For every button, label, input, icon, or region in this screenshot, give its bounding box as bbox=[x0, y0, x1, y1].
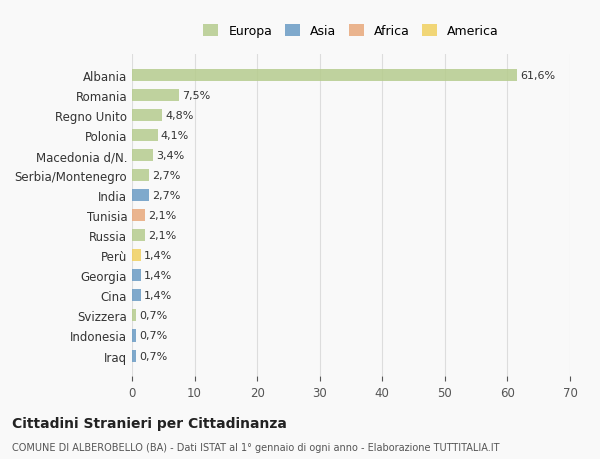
Bar bbox=[132, 170, 149, 182]
Text: 3,4%: 3,4% bbox=[157, 151, 185, 161]
Bar bbox=[132, 210, 145, 222]
Text: 1,4%: 1,4% bbox=[144, 291, 172, 301]
Text: 7,5%: 7,5% bbox=[182, 91, 211, 101]
Bar bbox=[132, 290, 141, 302]
Text: 1,4%: 1,4% bbox=[144, 251, 172, 261]
Text: Cittadini Stranieri per Cittadinanza: Cittadini Stranieri per Cittadinanza bbox=[12, 416, 287, 430]
Bar bbox=[132, 90, 179, 102]
Legend: Europa, Asia, Africa, America: Europa, Asia, Africa, America bbox=[199, 20, 503, 43]
Text: 61,6%: 61,6% bbox=[521, 71, 556, 81]
Bar bbox=[132, 110, 162, 122]
Text: 2,1%: 2,1% bbox=[148, 211, 176, 221]
Bar bbox=[132, 250, 141, 262]
Bar bbox=[132, 130, 158, 142]
Bar bbox=[132, 70, 517, 82]
Text: 2,1%: 2,1% bbox=[148, 231, 176, 241]
Text: 1,4%: 1,4% bbox=[144, 271, 172, 281]
Bar bbox=[132, 310, 136, 322]
Text: 2,7%: 2,7% bbox=[152, 191, 181, 201]
Bar bbox=[132, 330, 136, 342]
Bar bbox=[132, 350, 136, 362]
Text: 0,7%: 0,7% bbox=[140, 331, 168, 341]
Text: 4,8%: 4,8% bbox=[165, 111, 194, 121]
Text: COMUNE DI ALBEROBELLO (BA) - Dati ISTAT al 1° gennaio di ogni anno - Elaborazion: COMUNE DI ALBEROBELLO (BA) - Dati ISTAT … bbox=[12, 442, 499, 452]
Text: 4,1%: 4,1% bbox=[161, 131, 189, 141]
Bar bbox=[132, 190, 149, 202]
Text: 0,7%: 0,7% bbox=[140, 311, 168, 321]
Bar bbox=[132, 270, 141, 282]
Text: 0,7%: 0,7% bbox=[140, 351, 168, 361]
Text: 2,7%: 2,7% bbox=[152, 171, 181, 181]
Bar bbox=[132, 230, 145, 242]
Bar bbox=[132, 150, 153, 162]
